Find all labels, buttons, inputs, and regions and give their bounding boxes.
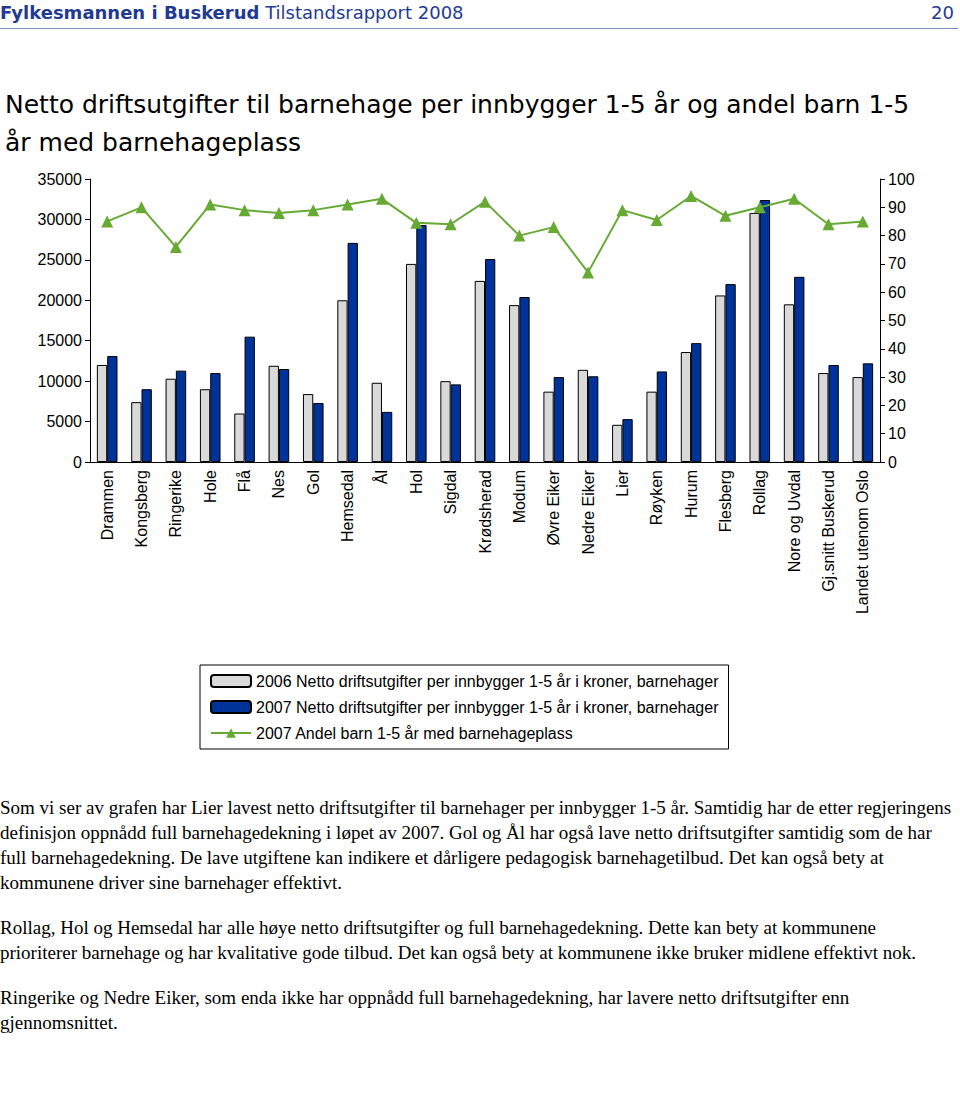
svg-text:2007 Andel barn 1-5 år med bar: 2007 Andel barn 1-5 år med barnehageplas… [256, 725, 573, 742]
svg-text:0: 0 [888, 454, 897, 471]
svg-text:Nedre Eiker: Nedre Eiker [580, 469, 597, 554]
svg-text:5000: 5000 [46, 413, 82, 430]
svg-text:Gj.snitt Buskerud: Gj.snitt Buskerud [820, 470, 837, 592]
svg-text:35000: 35000 [38, 171, 83, 188]
svg-text:Drammen: Drammen [99, 470, 116, 540]
svg-text:2007 Netto driftsutgifter per: 2007 Netto driftsutgifter per innbygger … [256, 699, 719, 716]
svg-text:30000: 30000 [38, 211, 83, 228]
svg-text:0: 0 [73, 454, 82, 471]
svg-text:Landet utenom Oslo: Landet utenom Oslo [854, 470, 871, 614]
svg-text:Ål: Ål [372, 470, 390, 484]
svg-text:Hole: Hole [202, 470, 219, 503]
svg-text:Hol: Hol [408, 470, 425, 494]
svg-text:15000: 15000 [38, 332, 83, 349]
svg-text:100: 100 [888, 171, 915, 188]
svg-text:Hemsedal: Hemsedal [339, 470, 356, 542]
svg-text:25000: 25000 [38, 251, 83, 268]
svg-text:Flesberg: Flesberg [717, 470, 734, 532]
svg-text:40: 40 [888, 340, 906, 357]
svg-text:Sigdal: Sigdal [442, 470, 459, 514]
svg-text:Nore og Uvdal: Nore og Uvdal [786, 470, 803, 572]
svg-text:Hurum: Hurum [683, 470, 700, 518]
svg-text:Modum: Modum [511, 470, 528, 523]
svg-text:Øvre Eiker: Øvre Eiker [545, 469, 562, 545]
svg-text:80: 80 [888, 227, 906, 244]
svg-text:10: 10 [888, 425, 906, 442]
html-text:Som vi ser av grafen har Lier: Som vi ser av grafen har Lier lavest net… [0, 797, 952, 893]
html-text:20: 20 [931, 2, 954, 23]
svg-text:Ringerike: Ringerike [167, 470, 184, 538]
svg-text:90: 90 [888, 199, 906, 216]
svg-text:60: 60 [888, 284, 906, 301]
svg-text:2006 Netto driftsutgifter per: 2006 Netto driftsutgifter per innbygger … [256, 673, 719, 690]
svg-text:Netto driftsutgifter til barne: Netto driftsutgifter til barnehage per i… [5, 90, 917, 119]
html-text:Ringerike og Nedre Eiker, som: Ringerike og Nedre Eiker, som enda ikke … [0, 987, 850, 1033]
html-text:Fylkesmannen i Buskerud Tilsta: Fylkesmannen i Buskerud Tilstandsrapport… [0, 2, 464, 23]
svg-text:Rollag: Rollag [751, 470, 768, 515]
svg-text:Krødsherad: Krødsherad [477, 470, 494, 554]
svg-text:Nes: Nes [270, 470, 287, 498]
svg-text:Lier: Lier [614, 469, 631, 496]
svg-text:Flå: Flå [236, 470, 253, 492]
svg-text:30: 30 [888, 369, 906, 386]
svg-text:Kongsberg: Kongsberg [133, 470, 150, 547]
svg-text:10000: 10000 [38, 373, 83, 390]
svg-text:Røyken: Røyken [648, 470, 665, 525]
svg-text:20000: 20000 [38, 292, 83, 309]
svg-text:50: 50 [888, 312, 906, 329]
svg-text:70: 70 [888, 255, 906, 272]
svg-text:20: 20 [888, 397, 906, 414]
svg-text:år med barnehageplass: år med barnehageplass [5, 128, 301, 157]
svg-text:Gol: Gol [305, 470, 322, 495]
html-text:Rollag, Hol og Hemsedal har al: Rollag, Hol og Hemsedal har alle høye ne… [0, 917, 917, 963]
